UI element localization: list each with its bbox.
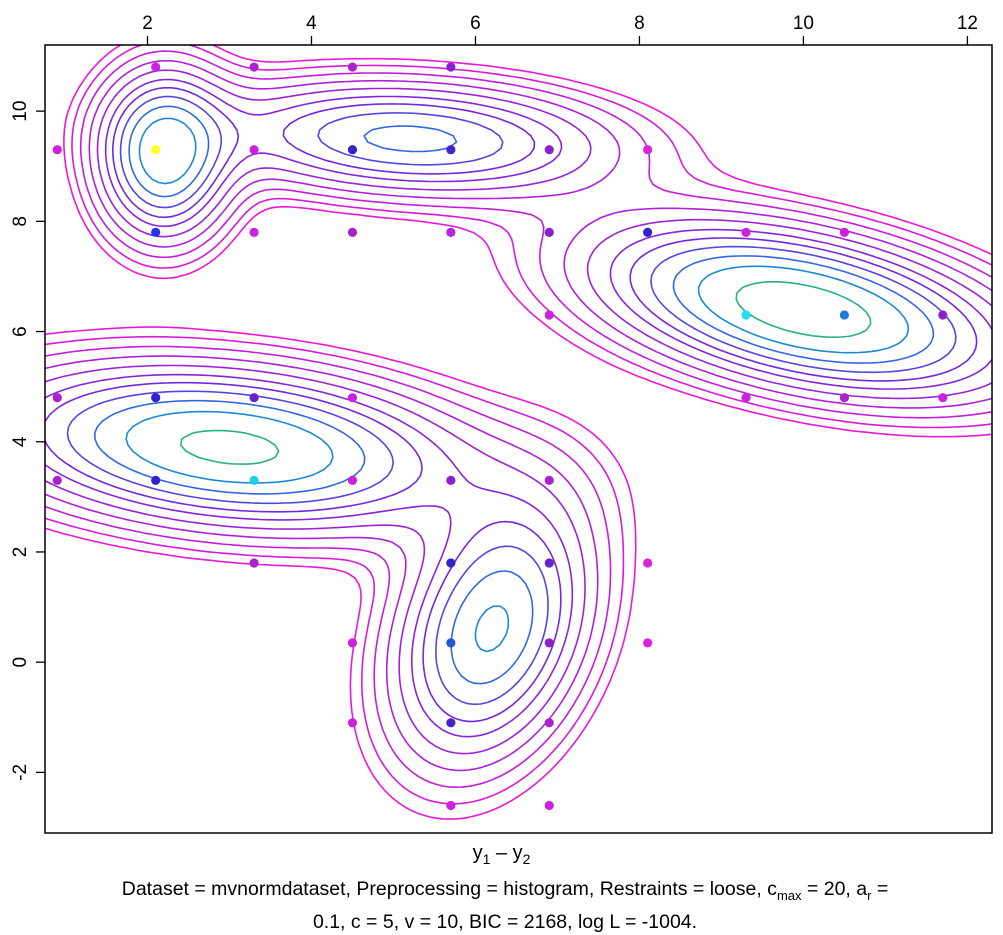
data-point bbox=[249, 475, 259, 485]
y-tick-label: 4 bbox=[10, 436, 31, 447]
contour-level-1 bbox=[45, 45, 992, 820]
data-point bbox=[544, 227, 554, 237]
data-point bbox=[347, 393, 358, 403]
contour-level-6 bbox=[45, 78, 992, 738]
data-point bbox=[839, 393, 850, 403]
data-point bbox=[544, 310, 554, 320]
contour-level-4 bbox=[45, 59, 992, 772]
contour-level-2 bbox=[45, 45, 992, 805]
data-point bbox=[151, 62, 161, 72]
contour-lines bbox=[45, 45, 992, 820]
data-point bbox=[643, 558, 653, 568]
data-point bbox=[643, 638, 653, 648]
data-point bbox=[347, 145, 358, 155]
contour-level-9 bbox=[94, 105, 935, 685]
data-point bbox=[52, 393, 62, 403]
data-point bbox=[446, 558, 456, 568]
x-tick-label: 12 bbox=[957, 13, 978, 34]
data-point bbox=[741, 227, 751, 237]
data-point bbox=[347, 638, 358, 648]
data-point bbox=[52, 475, 62, 485]
data-point bbox=[544, 558, 554, 568]
data-point bbox=[446, 800, 456, 811]
data-point bbox=[544, 800, 554, 811]
data-point bbox=[544, 475, 554, 485]
x-tick-label: 4 bbox=[306, 13, 317, 34]
data-point bbox=[249, 393, 259, 403]
data-point bbox=[347, 62, 358, 72]
data-point bbox=[741, 393, 751, 403]
x-tick-label: 2 bbox=[142, 13, 153, 34]
data-point bbox=[446, 227, 456, 237]
x-tick-label: 6 bbox=[470, 13, 481, 34]
data-point bbox=[249, 227, 259, 237]
data-point bbox=[151, 393, 161, 403]
data-point bbox=[446, 62, 456, 72]
data-point bbox=[741, 310, 751, 320]
data-point bbox=[643, 227, 653, 237]
data-point bbox=[151, 227, 161, 237]
y-tick-label: 10 bbox=[10, 101, 31, 122]
data-point bbox=[839, 227, 850, 237]
data-point bbox=[347, 475, 358, 485]
data-point bbox=[446, 145, 456, 155]
data-point bbox=[151, 475, 161, 485]
data-point bbox=[643, 145, 653, 155]
x-tick-label: 10 bbox=[793, 13, 814, 34]
data-point bbox=[446, 475, 456, 485]
contour-level-3 bbox=[45, 50, 992, 788]
contour-level-8 bbox=[66, 95, 957, 706]
data-point bbox=[249, 558, 259, 568]
y-tick-label: -2 bbox=[10, 764, 31, 781]
data-point bbox=[938, 310, 948, 320]
y-tick-label: 8 bbox=[10, 216, 31, 227]
data-point bbox=[446, 638, 456, 648]
y-tick-label: 2 bbox=[10, 547, 31, 558]
contour-level-7 bbox=[45, 86, 978, 723]
data-point bbox=[544, 145, 554, 155]
x-axis-label: y1 – y2 bbox=[472, 842, 531, 867]
data-point bbox=[249, 62, 259, 72]
data-point bbox=[839, 310, 850, 320]
x-axis-top: 2 4 6 8 10 12 bbox=[142, 13, 978, 45]
data-point bbox=[52, 145, 62, 155]
data-point bbox=[446, 718, 456, 728]
plot-frame bbox=[44, 44, 993, 834]
data-point bbox=[938, 393, 948, 403]
contour-level-5 bbox=[45, 69, 992, 755]
data-point bbox=[544, 638, 554, 648]
y-tick-label: 6 bbox=[10, 326, 31, 337]
data-point bbox=[347, 227, 358, 237]
y-tick-label: 0 bbox=[10, 657, 31, 668]
data-point bbox=[544, 718, 554, 728]
figure-caption: Dataset = mvnormdataset, Preprocessing =… bbox=[121, 878, 889, 933]
y-axis-left: -2 0 2 4 6 8 10 bbox=[10, 101, 45, 781]
data-points bbox=[52, 62, 948, 811]
x-tick-label: 8 bbox=[634, 13, 645, 34]
data-point bbox=[347, 718, 358, 728]
contour-level-10 bbox=[125, 117, 910, 653]
data-point bbox=[151, 145, 161, 155]
data-point bbox=[249, 145, 259, 155]
